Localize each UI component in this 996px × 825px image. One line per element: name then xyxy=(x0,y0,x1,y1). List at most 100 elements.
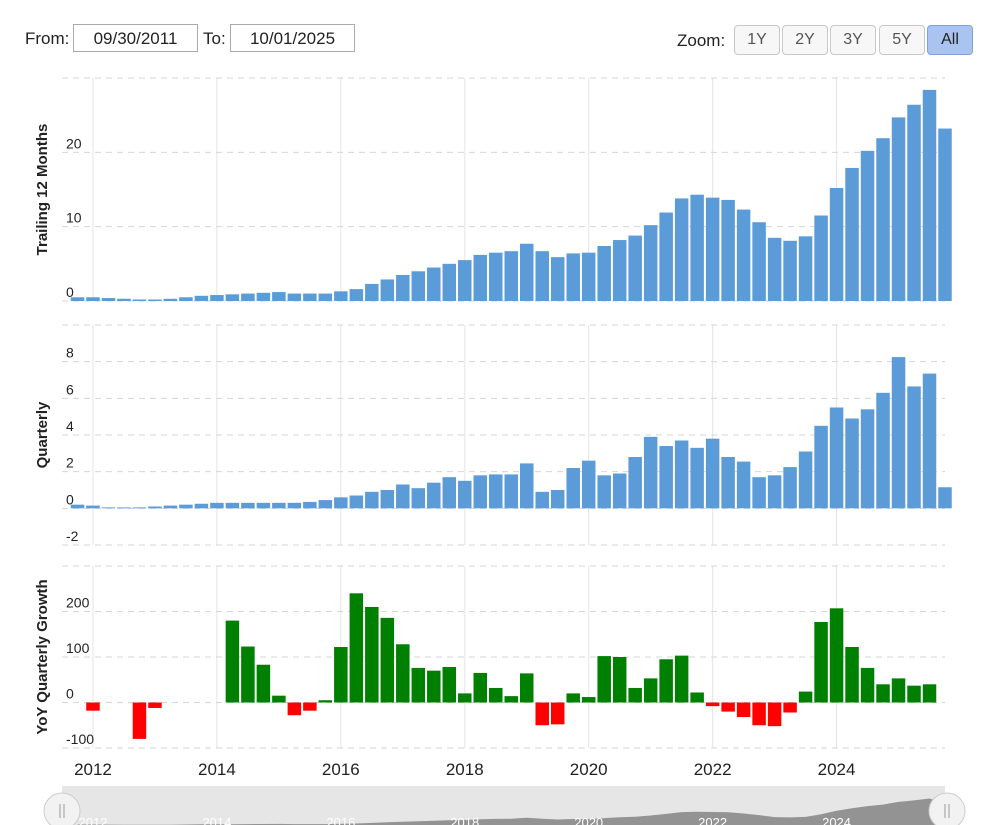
ttm-bar[interactable] xyxy=(241,293,255,301)
ttm-bar[interactable] xyxy=(783,240,797,301)
yoy-bar[interactable] xyxy=(659,659,673,703)
yoy-bar[interactable] xyxy=(334,646,348,703)
ttm-bar[interactable] xyxy=(535,251,549,301)
yoy-bar[interactable] xyxy=(736,702,751,718)
yoy-bar[interactable] xyxy=(303,702,317,711)
navigator-left-handle[interactable] xyxy=(43,792,81,825)
quarterly-bar[interactable] xyxy=(938,487,952,509)
quarterly-bar[interactable] xyxy=(705,438,720,509)
ttm-bar[interactable] xyxy=(752,222,766,301)
zoom-1y-button[interactable]: 1Y xyxy=(734,25,780,55)
quarterly-bar[interactable] xyxy=(148,506,162,509)
quarterly-bar[interactable] xyxy=(721,457,735,509)
ttm-bar[interactable] xyxy=(210,295,224,301)
yoy-bar[interactable] xyxy=(814,621,828,703)
quarterly-bar[interactable] xyxy=(752,477,766,509)
yoy-bar[interactable] xyxy=(612,657,627,703)
yoy-bar[interactable] xyxy=(148,702,162,708)
quarterly-bar[interactable] xyxy=(581,460,596,509)
yoy-bar[interactable] xyxy=(721,702,735,712)
yoy-bar[interactable] xyxy=(705,702,720,707)
quarterly-bar[interactable] xyxy=(674,440,689,509)
ttm-bar[interactable] xyxy=(256,292,271,301)
yoy-bar[interactable] xyxy=(225,620,240,703)
ttm-bar[interactable] xyxy=(690,194,704,301)
ttm-bar[interactable] xyxy=(272,292,286,301)
ttm-bar[interactable] xyxy=(225,294,240,301)
yoy-bar[interactable] xyxy=(674,655,689,703)
ttm-bar[interactable] xyxy=(287,293,302,301)
from-date-input[interactable]: 09/30/2011 xyxy=(73,24,198,52)
quarterly-bar[interactable] xyxy=(922,373,937,509)
quarterly-bar[interactable] xyxy=(458,480,472,509)
ttm-bar[interactable] xyxy=(814,215,828,301)
ttm-bar[interactable] xyxy=(845,167,859,301)
quarterly-bar[interactable] xyxy=(256,502,271,509)
quarterly-bar[interactable] xyxy=(210,502,224,509)
quarterly-bar[interactable] xyxy=(380,490,395,509)
quarterly-bar[interactable] xyxy=(163,505,178,509)
ttm-bar[interactable] xyxy=(380,279,395,301)
quarterly-bar[interactable] xyxy=(860,409,875,509)
yoy-bar[interactable] xyxy=(798,691,813,703)
yoy-bar[interactable] xyxy=(829,608,844,703)
ttm-bar[interactable] xyxy=(101,298,116,301)
yoy-bar[interactable] xyxy=(566,693,580,703)
quarterly-bar[interactable] xyxy=(907,386,921,509)
yoy-bar[interactable] xyxy=(891,678,906,703)
yoy-bar[interactable] xyxy=(690,692,704,703)
ttm-bar[interactable] xyxy=(427,267,441,301)
ttm-bar[interactable] xyxy=(798,236,813,301)
yoy-bar[interactable] xyxy=(643,678,658,703)
ttm-bar[interactable] xyxy=(628,235,642,301)
ttm-bar[interactable] xyxy=(303,293,317,301)
quarterly-bar[interactable] xyxy=(241,502,255,509)
yoy-bar[interactable] xyxy=(845,646,859,703)
ttm-bar[interactable] xyxy=(411,271,426,301)
to-date-input[interactable]: 10/01/2025 xyxy=(230,24,355,52)
ttm-bar[interactable] xyxy=(938,128,952,301)
yoy-bar[interactable] xyxy=(349,593,364,703)
ttm-bar[interactable] xyxy=(519,243,534,301)
quarterly-bar[interactable] xyxy=(566,468,580,509)
quarterly-bar[interactable] xyxy=(101,507,116,509)
quarterly-bar[interactable] xyxy=(287,502,302,509)
quarterly-bar[interactable] xyxy=(132,507,147,509)
ttm-bar[interactable] xyxy=(721,199,735,301)
quarterly-bar[interactable] xyxy=(86,505,100,509)
ttm-bar[interactable] xyxy=(829,188,844,301)
yoy-bar[interactable] xyxy=(241,646,255,703)
quarterly-bar[interactable] xyxy=(519,463,534,509)
ttm-bar[interactable] xyxy=(194,295,209,301)
ttm-bar[interactable] xyxy=(473,254,488,301)
quarterly-bar[interactable] xyxy=(690,447,704,509)
quarterly-bar[interactable] xyxy=(318,500,333,509)
ttm-bar[interactable] xyxy=(318,293,333,301)
yoy-bar[interactable] xyxy=(132,702,147,739)
quarterly-bar[interactable] xyxy=(612,473,627,509)
quarterly-bar[interactable] xyxy=(225,502,240,509)
yoy-bar[interactable] xyxy=(256,664,271,703)
zoom-2y-button[interactable]: 2Y xyxy=(782,25,828,55)
ttm-bar[interactable] xyxy=(148,299,162,301)
ttm-bar[interactable] xyxy=(132,299,147,301)
ttm-bar[interactable] xyxy=(612,240,627,301)
zoom-5y-button[interactable]: 5Y xyxy=(879,25,925,55)
zoom-all-button[interactable]: All xyxy=(927,25,973,55)
quarterly-bar[interactable] xyxy=(427,482,441,509)
ttm-bar[interactable] xyxy=(597,245,611,301)
ttm-bar[interactable] xyxy=(334,291,348,301)
yoy-bar[interactable] xyxy=(411,667,426,703)
yoy-bar[interactable] xyxy=(272,695,286,703)
yoy-bar[interactable] xyxy=(396,644,410,703)
ttm-bar[interactable] xyxy=(70,297,85,301)
yoy-bar[interactable] xyxy=(380,617,395,703)
ttm-bar[interactable] xyxy=(705,197,720,301)
ttm-bar[interactable] xyxy=(489,252,503,301)
ttm-bar[interactable] xyxy=(907,104,921,301)
quarterly-bar[interactable] xyxy=(194,503,209,509)
yoy-bar[interactable] xyxy=(86,702,100,711)
yoy-bar[interactable] xyxy=(287,702,302,716)
ttm-bar[interactable] xyxy=(891,117,906,301)
yoy-bar[interactable] xyxy=(458,693,472,703)
